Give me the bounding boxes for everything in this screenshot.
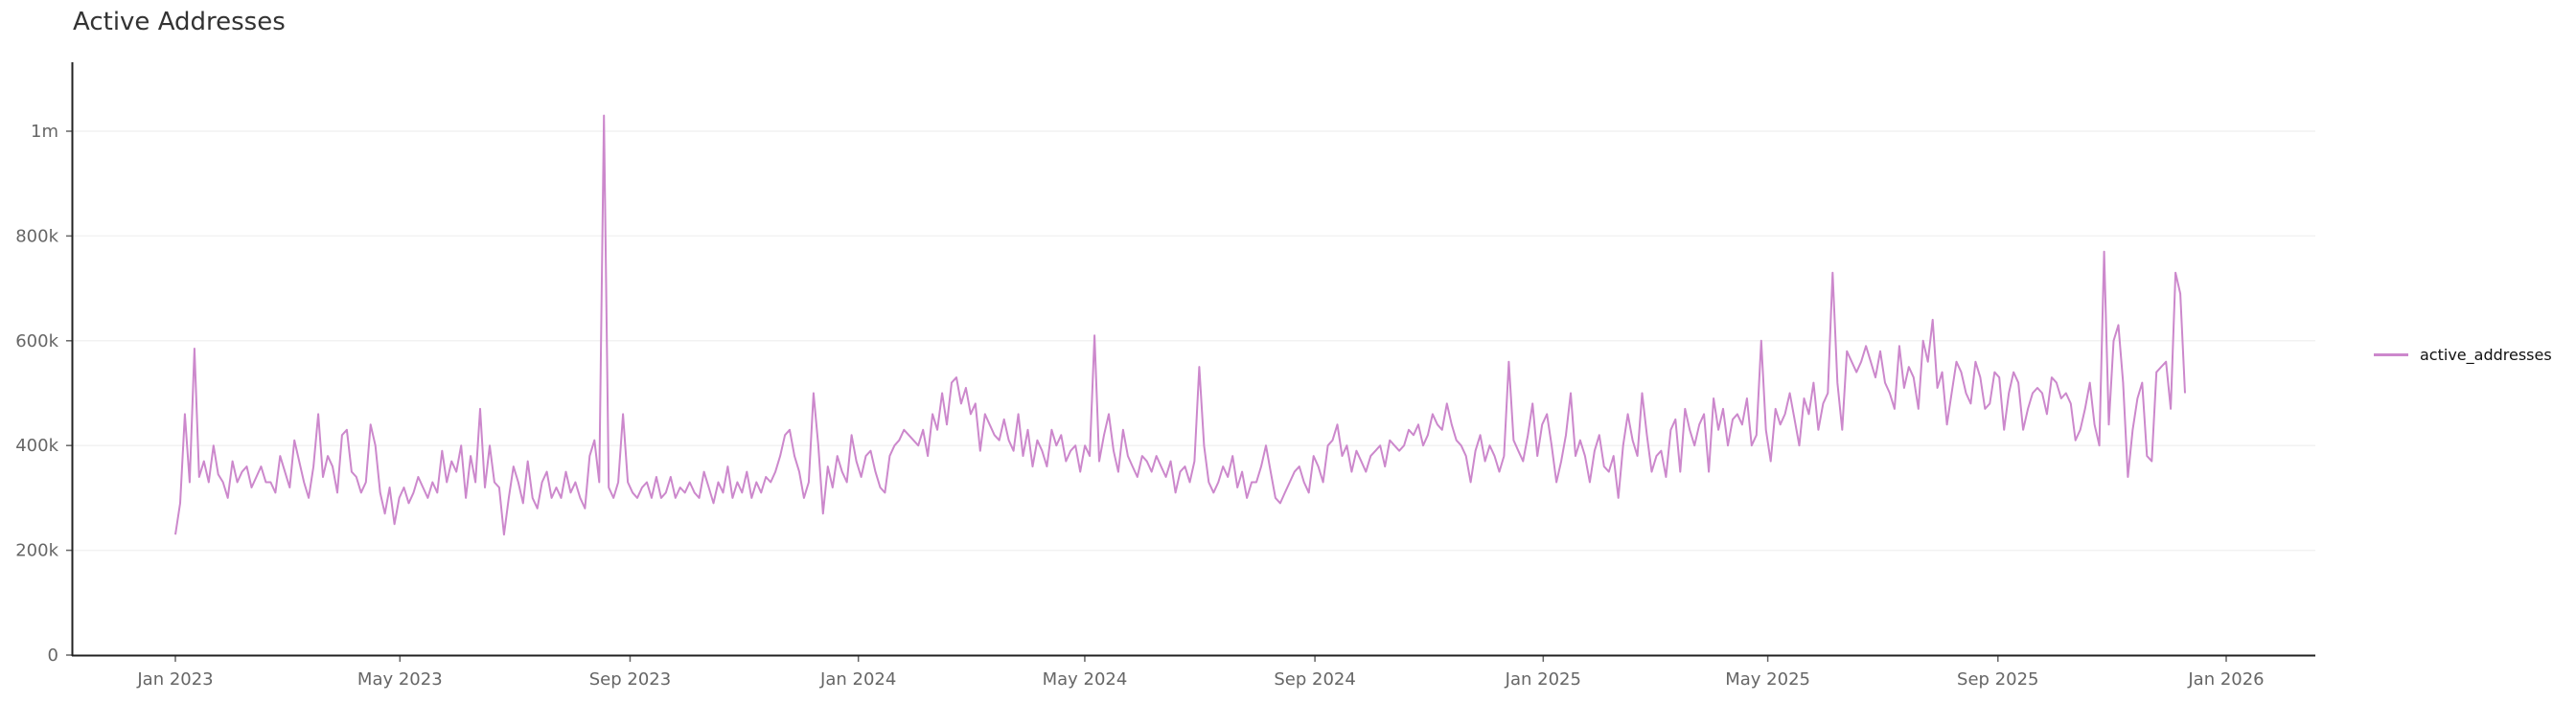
x-tick-label: May 2023 [357,669,443,690]
x-tick-label: Sep 2025 [1957,669,2038,690]
x-tick-label: Sep 2023 [589,669,671,690]
gridlines [73,130,2315,552]
y-tick-label: 1m [31,122,58,142]
x-tick-label: Jan 2026 [2187,669,2264,690]
legend: active_addresses [2374,346,2552,364]
x-tick-label: Jan 2023 [136,669,213,690]
x-tick-label: May 2024 [1043,669,1128,690]
y-axis: 0 200k 400k 600k 800k 1m [15,122,72,666]
y-tick-label: 800k [15,226,58,246]
x-tick-label: Sep 2024 [1274,669,1355,690]
x-tick-label: Jan 2024 [819,669,896,690]
x-tick-label: May 2025 [1725,669,1810,690]
x-axis: Jan 2023 May 2023 Sep 2023 Jan 2024 May 2024… [136,656,2265,690]
y-tick-label: 200k [15,541,58,561]
active-addresses-line [174,114,2186,536]
legend-line-swatch [2374,353,2408,356]
y-tick-label: 0 [48,645,58,666]
x-tick-label: Jan 2025 [1505,669,1581,690]
y-tick-label: 400k [15,436,58,456]
legend-label: active_addresses [2420,346,2552,364]
chart-title: Active Addresses [73,8,286,36]
y-tick-label: 600k [15,331,58,351]
